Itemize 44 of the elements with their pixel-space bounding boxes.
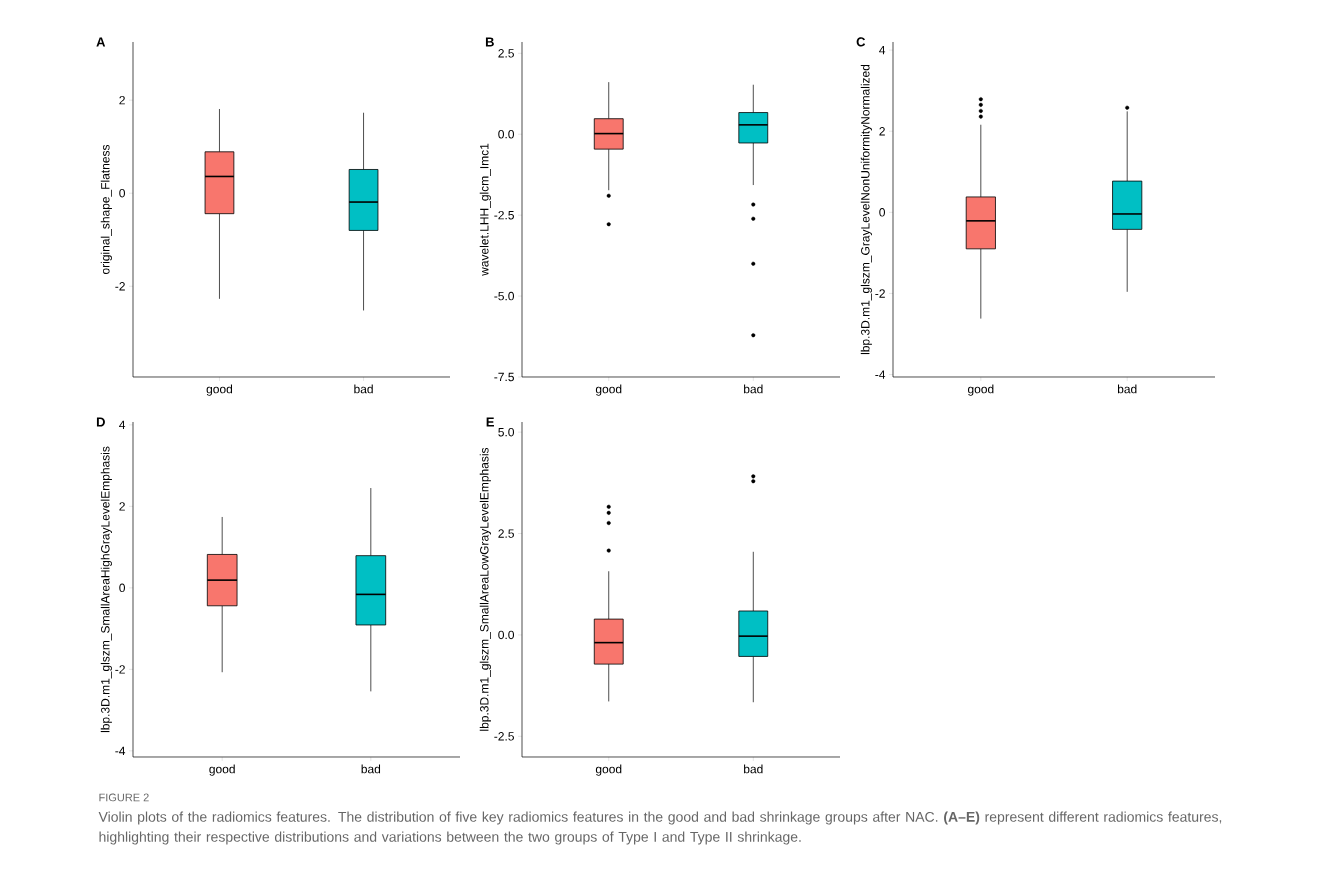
y-tick-label: -2.5 bbox=[494, 732, 514, 741]
x-tick-label: bad bbox=[744, 384, 763, 394]
y-axis-title: wavelet.LHH_glcm_Imc1 bbox=[479, 143, 491, 276]
x-tick-label: bad bbox=[354, 384, 373, 394]
y-tick-label: -2 bbox=[115, 665, 125, 674]
chart-title: E bbox=[486, 417, 494, 427]
y-tick-label: 4 bbox=[879, 45, 886, 55]
x-tick-label: good bbox=[595, 764, 622, 776]
y-tick-label: -4 bbox=[115, 746, 126, 756]
y-tick-label: 4 bbox=[119, 420, 126, 429]
y-tick-label: 0.0 bbox=[498, 130, 515, 139]
y-tick-label: 0 bbox=[119, 583, 126, 593]
y-tick-label: 2.5 bbox=[498, 529, 514, 538]
x-tick-label: good bbox=[209, 764, 235, 776]
y-tick-label: 0 bbox=[879, 208, 886, 217]
y-tick-label: -2 bbox=[115, 282, 125, 291]
y-tick-label: 0.0 bbox=[498, 630, 515, 640]
y-tick-label: 2 bbox=[119, 502, 125, 511]
y-axis-title: lbp.3D.m1_glszm_SmallAreaHighGrayLevelEmphasis bbox=[100, 446, 112, 733]
y-tick-label: 2 bbox=[119, 95, 125, 105]
chart-title: D bbox=[96, 417, 105, 427]
x-tick-label: bad bbox=[1117, 384, 1137, 394]
x-tick-label: good bbox=[206, 384, 233, 396]
text: Violin plots of the radiomics features. The distribution of five key radiomics features in the good and bad shrinkage groups after NAC. (A–E) represent different radiomics features, highlighting their respective distributions and variations between the two groups of Type I and Type II shrinkage. bbox=[98, 811, 1222, 845]
y-tick-label: 0 bbox=[119, 188, 126, 198]
y-tick-label: -5.0 bbox=[494, 291, 515, 301]
x-tick-label: good bbox=[595, 384, 622, 396]
y-axis-title: lbp.3D.m1_glszm_GrayLevelNonUniformityNormalized bbox=[860, 64, 872, 355]
y-tick-label: 5.0 bbox=[498, 427, 515, 437]
y-tick-label: -7.5 bbox=[494, 372, 514, 382]
y-tick-label: -2.5 bbox=[494, 210, 514, 220]
y-tick-label: 2.5 bbox=[498, 49, 514, 58]
y-tick-label: -4 bbox=[875, 370, 886, 379]
x-tick-label: bad bbox=[744, 764, 763, 774]
y-tick-label: 2 bbox=[879, 127, 885, 136]
x-tick-label: good bbox=[967, 384, 994, 396]
chart-title: A bbox=[96, 37, 106, 47]
caption: FIGURE 2 bbox=[99, 793, 149, 802]
y-axis-title: original_shape_Flatness bbox=[100, 144, 112, 275]
chart-title: B bbox=[485, 37, 494, 47]
chart-title: C bbox=[856, 37, 866, 47]
x-tick-label: bad bbox=[361, 764, 381, 774]
y-axis-title: lbp.3D.m1_glszm_SmallAreaLowGrayLevelEmphasis bbox=[479, 447, 491, 731]
y-tick-label: -2 bbox=[875, 289, 885, 298]
